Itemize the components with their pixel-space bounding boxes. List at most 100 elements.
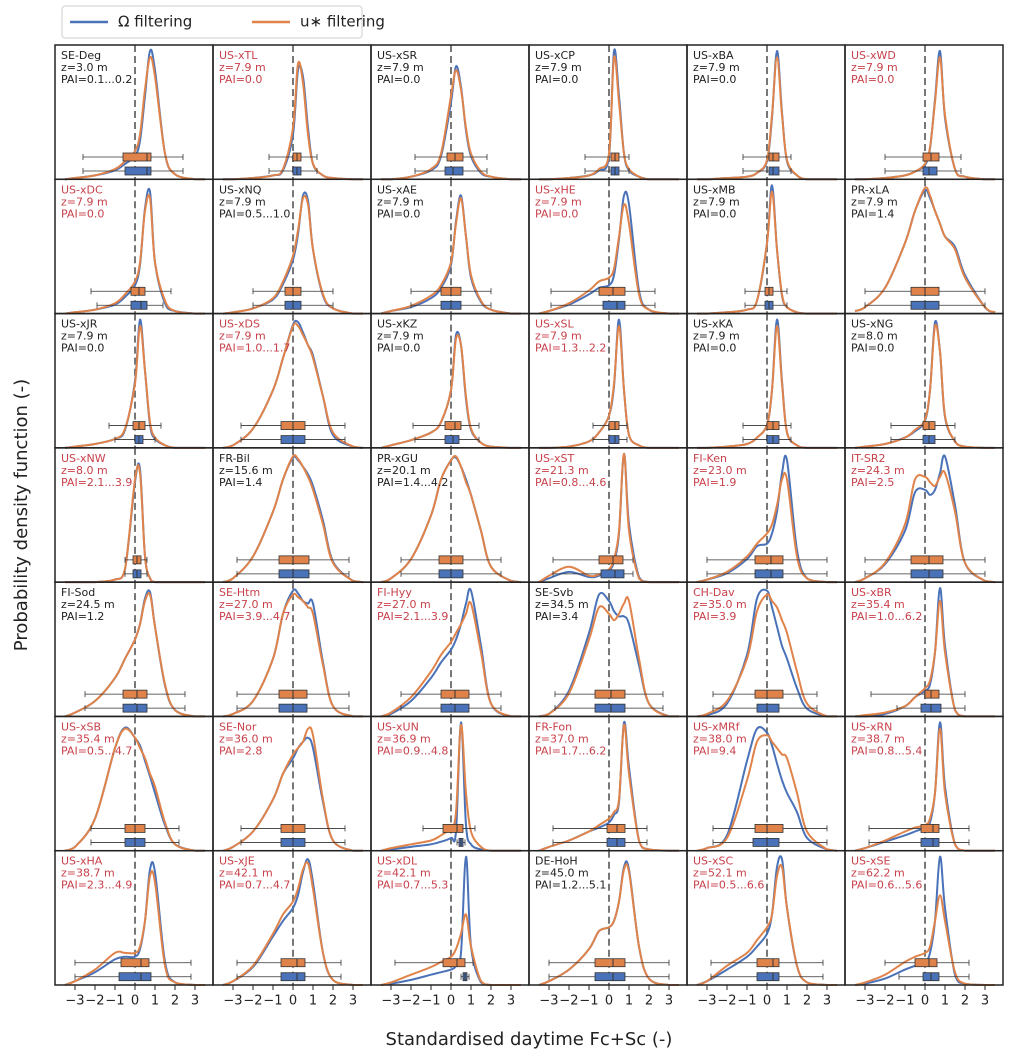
density-curve (222, 454, 364, 584)
density-curve (538, 596, 679, 718)
panel-label: PAI=0.0 (377, 73, 420, 86)
density-curve (696, 471, 837, 584)
panel-label: US-xNQ (219, 183, 262, 196)
density-curve (380, 455, 522, 584)
panel-label: z=23.0 m (693, 464, 747, 477)
density-curve (222, 322, 364, 449)
x-tick-label: 0 (605, 994, 613, 1009)
x-tick-label: −3 (539, 994, 558, 1009)
x-tick-label: 0 (921, 994, 929, 1009)
panel-label: PAI=1.0...6.2 (851, 610, 922, 623)
panel-label: PAI=0.1...0.2 (61, 73, 132, 86)
panel-label: z=35.4 m (851, 598, 905, 611)
box (608, 435, 620, 444)
panel-label: PAI=0.8...5.4 (851, 744, 922, 757)
x-axis-label: Standardised daytime Fc+Sc (-) (386, 1029, 673, 1050)
density-curve (64, 55, 205, 181)
density-curve (222, 194, 363, 315)
density-curve (64, 870, 205, 986)
x-tick-label: 2 (329, 994, 337, 1009)
panel-label: PAI=0.0 (377, 207, 420, 220)
panel-label: FI-Sod (61, 586, 95, 599)
panel-label: DE-HoH (535, 855, 578, 868)
density-curve (64, 194, 205, 315)
panel-label: z=7.9 m (219, 61, 266, 74)
density-curve (538, 203, 679, 315)
box (444, 435, 460, 444)
panel-label: z=15.6 m (219, 464, 273, 477)
density-curve (696, 588, 837, 718)
density-curve (538, 723, 679, 852)
panel-label: FR-Fon (535, 720, 572, 733)
panel-label: z=35.4 m (61, 732, 115, 745)
box (914, 958, 938, 968)
x-tick-label: −2 (85, 994, 104, 1009)
box (130, 300, 148, 310)
panel-label: PAI=3.4 (535, 610, 578, 623)
panel-label: z=42.1 m (219, 867, 273, 880)
panel-label: FR-Bil (219, 452, 250, 465)
box (754, 555, 784, 565)
panel-label: US-xST (535, 452, 574, 465)
panel-label: z=7.9 m (851, 195, 898, 208)
density-curve (854, 186, 996, 314)
box (602, 300, 626, 310)
density-curve (854, 323, 995, 449)
density-curve (64, 592, 205, 718)
x-tick-label: 3 (823, 994, 831, 1009)
x-tick-label: −3 (855, 994, 874, 1009)
panel-label: PAI=0.0 (693, 73, 736, 86)
panel-label: US-xKA (693, 318, 734, 331)
box (922, 166, 938, 176)
box (442, 824, 464, 833)
box (910, 569, 944, 579)
box (280, 958, 306, 968)
panel-label: z=7.9 m (535, 61, 582, 74)
box (910, 555, 944, 565)
panel-label: US-xBR (851, 586, 892, 599)
density-curve (222, 592, 363, 718)
density-curve (854, 894, 995, 986)
box (594, 703, 626, 713)
x-tick-label: −1 (737, 994, 756, 1009)
x-tick-label: −2 (875, 994, 894, 1009)
density-curve (696, 593, 837, 718)
panel-label: PAI=1.9 (693, 476, 736, 489)
x-tick-label: −2 (559, 994, 578, 1009)
panel-frame (844, 849, 1004, 986)
panel-label: US-xSC (693, 855, 733, 868)
box (924, 689, 940, 699)
panel-label: z=7.9 m (535, 330, 582, 343)
x-tick-label: 3 (507, 994, 515, 1009)
box (118, 972, 152, 982)
panel-label: CH-Dav (693, 586, 735, 599)
panel-label: z=35.0 m (693, 598, 747, 611)
panel-label: PAI=1.7...6.2 (535, 744, 606, 757)
panel-label: z=37.0 m (535, 732, 589, 745)
box (598, 555, 624, 565)
panel-label: PAI=0.8...4.6 (535, 476, 606, 489)
panel-label: z=7.9 m (693, 61, 740, 74)
box (122, 703, 148, 713)
x-tick-label: −1 (895, 994, 914, 1009)
panel-label: SE-Htm (219, 586, 260, 599)
panel-label: PAI=0.5...6.6 (693, 879, 764, 892)
panel-label: US-xHE (535, 183, 576, 196)
x-tick-label: 2 (961, 994, 969, 1009)
panel-label: PAI=0.0 (377, 342, 420, 355)
legend-box (61, 5, 363, 39)
panel-label: PAI=0.0 (693, 342, 736, 355)
panel-label: US-xUN (377, 720, 419, 733)
panel-label: z=7.9 m (377, 61, 424, 74)
